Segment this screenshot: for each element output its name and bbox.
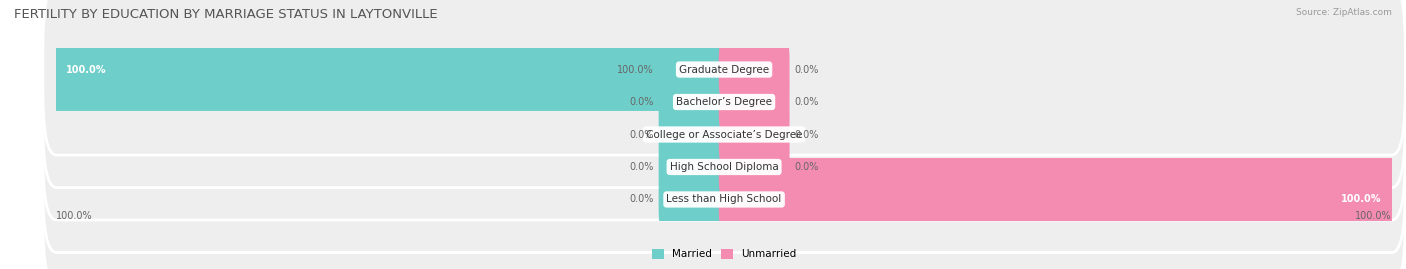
Text: 0.0%: 0.0%: [794, 162, 818, 172]
Text: 0.0%: 0.0%: [794, 129, 818, 140]
FancyBboxPatch shape: [717, 158, 1399, 241]
Text: 0.0%: 0.0%: [794, 97, 818, 107]
Legend: Married, Unmarried: Married, Unmarried: [647, 245, 801, 264]
Text: High School Diploma: High School Diploma: [669, 162, 779, 172]
FancyBboxPatch shape: [718, 35, 790, 104]
Text: Graduate Degree: Graduate Degree: [679, 65, 769, 75]
FancyBboxPatch shape: [42, 114, 1406, 269]
FancyBboxPatch shape: [658, 165, 730, 234]
FancyBboxPatch shape: [658, 67, 730, 137]
Text: 0.0%: 0.0%: [630, 162, 654, 172]
Text: 0.0%: 0.0%: [630, 194, 654, 204]
Text: 0.0%: 0.0%: [630, 97, 654, 107]
FancyBboxPatch shape: [718, 100, 790, 169]
FancyBboxPatch shape: [42, 82, 1406, 253]
Text: 100.0%: 100.0%: [66, 65, 107, 75]
Text: Bachelor’s Degree: Bachelor’s Degree: [676, 97, 772, 107]
FancyBboxPatch shape: [42, 16, 1406, 187]
Text: 100.0%: 100.0%: [1355, 211, 1392, 221]
Text: 100.0%: 100.0%: [56, 211, 93, 221]
FancyBboxPatch shape: [42, 49, 1406, 220]
FancyBboxPatch shape: [42, 0, 1406, 155]
Text: Source: ZipAtlas.com: Source: ZipAtlas.com: [1296, 8, 1392, 17]
Text: College or Associate’s Degree: College or Associate’s Degree: [645, 129, 803, 140]
FancyBboxPatch shape: [718, 67, 790, 137]
Text: 100.0%: 100.0%: [617, 65, 654, 75]
Text: 0.0%: 0.0%: [630, 129, 654, 140]
FancyBboxPatch shape: [658, 100, 730, 169]
Text: 100.0%: 100.0%: [1341, 194, 1382, 204]
FancyBboxPatch shape: [658, 132, 730, 202]
FancyBboxPatch shape: [718, 132, 790, 202]
FancyBboxPatch shape: [49, 28, 731, 111]
FancyBboxPatch shape: [658, 35, 730, 104]
Text: 0.0%: 0.0%: [794, 65, 818, 75]
FancyBboxPatch shape: [718, 165, 790, 234]
Text: FERTILITY BY EDUCATION BY MARRIAGE STATUS IN LAYTONVILLE: FERTILITY BY EDUCATION BY MARRIAGE STATU…: [14, 8, 437, 21]
Text: Less than High School: Less than High School: [666, 194, 782, 204]
